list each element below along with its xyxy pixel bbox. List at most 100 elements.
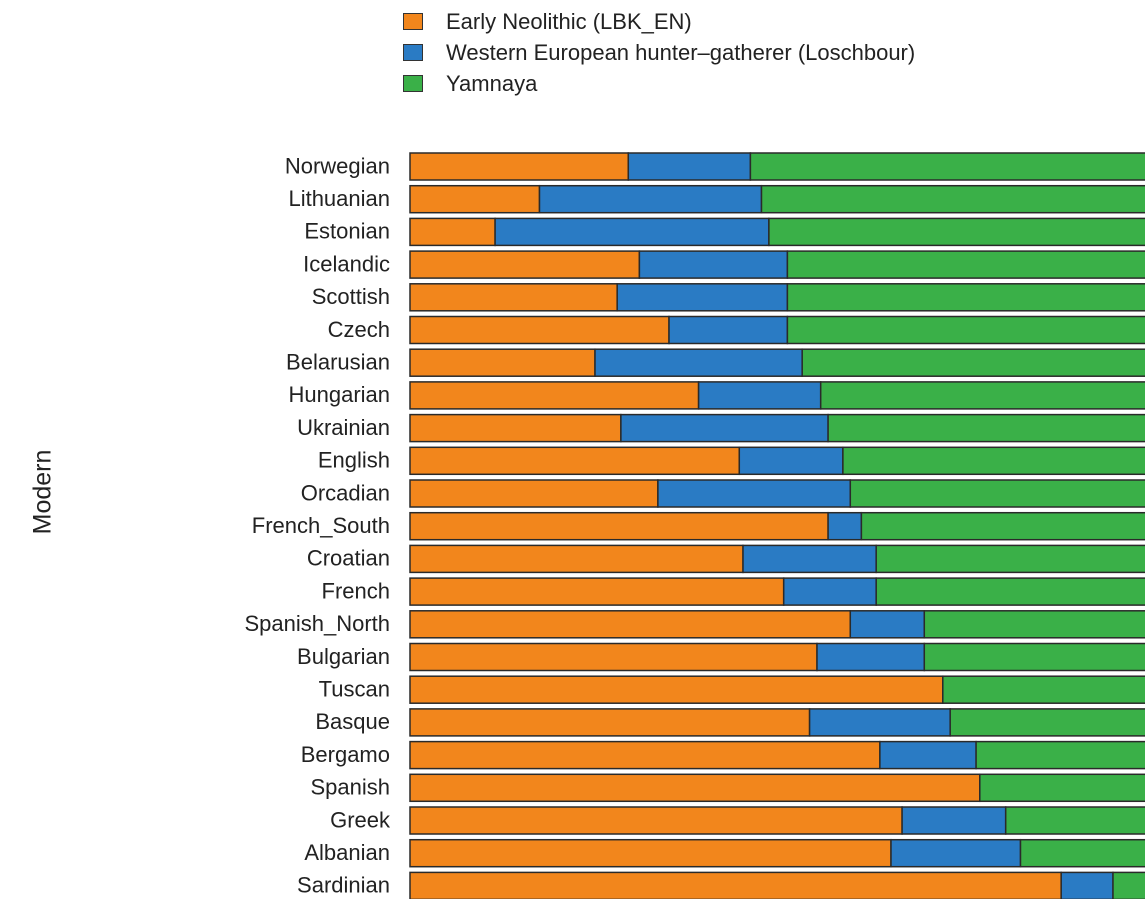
bar-segment [1112, 871, 1145, 899]
bar-segment [627, 152, 752, 181]
bar-segment [816, 642, 926, 672]
category-label: Icelandic [303, 251, 390, 276]
bar-segment [538, 184, 763, 214]
bar-segment [668, 315, 789, 345]
bar-segment [942, 675, 1145, 704]
category-label: French [322, 578, 390, 603]
bar-segment [594, 348, 803, 377]
bar-segment [409, 217, 496, 247]
category-label: French_South [252, 513, 390, 538]
bar-segment [849, 479, 1145, 508]
bar-segment [409, 250, 641, 279]
bar-segment [860, 511, 1145, 541]
bar-segment [742, 544, 877, 574]
bar-segment [1004, 806, 1145, 835]
bar-segment [409, 283, 618, 312]
bar-segment [842, 446, 1145, 476]
bar-segment [620, 413, 829, 443]
bar-segment [808, 708, 951, 737]
bar-segment [409, 675, 944, 704]
bar-segment [849, 610, 926, 639]
bar-segment [738, 446, 844, 476]
chart-legend: Early Neolithic (LBK_EN) Western European… [403, 6, 915, 99]
legend-swatch [403, 44, 423, 61]
legend-label: Early Neolithic (LBK_EN) [446, 8, 692, 34]
bar-segment [875, 577, 1145, 606]
bar-segment [760, 184, 1145, 214]
bar-segment [616, 283, 789, 312]
category-label: Tuscan [319, 677, 390, 702]
bar-segment [409, 446, 741, 476]
category-label: Ukrainian [297, 415, 390, 440]
bar-segment [819, 381, 1145, 410]
bar-segment [409, 610, 852, 639]
category-label: English [318, 448, 390, 473]
bar-segment [975, 740, 1145, 770]
category-label: Czech [328, 317, 390, 342]
legend-item: Early Neolithic (LBK_EN) [403, 6, 915, 37]
legend-item: Yamnaya [403, 68, 915, 99]
bar-segment [409, 838, 892, 868]
bar-segment [409, 479, 659, 508]
bar-segment [1019, 838, 1145, 868]
bar-segment [949, 708, 1145, 737]
bar-segment [901, 806, 1007, 835]
bar-segment [786, 283, 1145, 312]
legend-swatch [403, 13, 423, 30]
bar-segment [782, 577, 877, 606]
category-label: Belarusian [286, 350, 390, 375]
bar-segment [979, 773, 1145, 803]
category-label: Greek [330, 807, 391, 832]
bar-segment [786, 250, 1145, 279]
category-label: Croatian [307, 546, 390, 571]
bar-segment [1060, 871, 1114, 899]
legend-item: Western European hunter–gatherer (Loschb… [403, 37, 915, 68]
category-label: Orcadian [301, 480, 390, 505]
bar-segment [409, 642, 818, 672]
category-label: Bulgarian [297, 644, 390, 669]
category-label: Lithuanian [288, 186, 390, 211]
bar-segment [875, 544, 1145, 574]
legend-label: Western European hunter–gatherer (Loschb… [446, 39, 916, 65]
legend-swatch [403, 75, 423, 92]
category-label: Sardinian [297, 873, 390, 898]
legend-label: Yamnaya [446, 70, 538, 96]
category-label: Basque [315, 709, 390, 734]
bar-segment [409, 511, 829, 541]
bar-segment [409, 544, 744, 574]
bar-segment [786, 315, 1145, 345]
bar-segment [879, 740, 977, 770]
bar-segment [657, 479, 852, 508]
bar-segment [827, 511, 863, 541]
category-label: Albanian [304, 840, 390, 865]
bar-segment [409, 152, 630, 181]
category-label: Spanish [310, 775, 390, 800]
category-label: Norwegian [285, 153, 390, 178]
bar-segment [638, 250, 789, 279]
bar-segment [409, 577, 785, 606]
bar-segment [409, 413, 622, 443]
bar-segment [890, 838, 1022, 868]
category-label: Scottish [312, 284, 390, 309]
bar-segment [801, 348, 1145, 377]
bar-segment [409, 740, 881, 770]
bar-segment [494, 217, 770, 247]
category-label: Estonian [304, 219, 390, 244]
bar-segment [827, 413, 1145, 443]
bar-segment [749, 152, 1145, 181]
bar-segment [409, 708, 811, 737]
bar-segment [768, 217, 1145, 247]
category-label: Bergamo [301, 742, 390, 767]
bar-segment [409, 871, 1062, 899]
bar-segment [409, 184, 541, 214]
bar-segment [409, 315, 670, 345]
bar-segment [923, 642, 1145, 672]
category-label: Spanish_North [244, 611, 390, 636]
bar-segment [923, 610, 1145, 639]
bar-segment [409, 381, 700, 410]
bar-segment [697, 381, 822, 410]
category-label: Hungarian [288, 382, 390, 407]
bar-segment [409, 806, 903, 835]
bar-segment [409, 773, 981, 803]
